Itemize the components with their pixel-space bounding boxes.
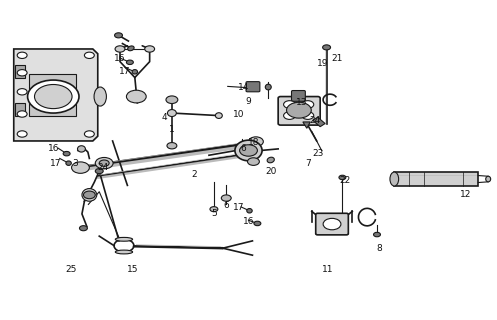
Polygon shape — [313, 117, 325, 127]
Circle shape — [17, 111, 27, 117]
Ellipse shape — [235, 140, 262, 161]
Ellipse shape — [267, 157, 274, 163]
Circle shape — [248, 158, 259, 165]
Circle shape — [83, 191, 95, 199]
Ellipse shape — [167, 109, 176, 116]
Circle shape — [126, 90, 146, 103]
Circle shape — [17, 69, 27, 76]
Circle shape — [27, 80, 79, 113]
Circle shape — [374, 232, 381, 237]
Circle shape — [95, 169, 103, 174]
Text: 3: 3 — [73, 159, 79, 168]
Ellipse shape — [82, 188, 97, 201]
Ellipse shape — [390, 172, 399, 186]
Circle shape — [84, 131, 94, 137]
FancyBboxPatch shape — [246, 82, 260, 92]
Circle shape — [339, 175, 346, 180]
Text: 10: 10 — [233, 109, 245, 118]
Ellipse shape — [94, 87, 106, 106]
Ellipse shape — [265, 84, 271, 90]
FancyBboxPatch shape — [292, 91, 305, 101]
Bar — [15, 65, 25, 77]
FancyBboxPatch shape — [316, 213, 348, 235]
Polygon shape — [14, 49, 98, 141]
Circle shape — [95, 157, 113, 169]
Text: 19: 19 — [317, 59, 329, 68]
Bar — [15, 103, 25, 116]
Circle shape — [302, 101, 314, 108]
FancyBboxPatch shape — [278, 97, 320, 125]
Circle shape — [17, 52, 27, 59]
Ellipse shape — [215, 113, 222, 118]
Text: 6: 6 — [223, 202, 229, 211]
Ellipse shape — [115, 237, 133, 241]
Circle shape — [287, 102, 311, 118]
Circle shape — [72, 162, 89, 173]
Bar — [28, 74, 76, 116]
Text: 13: 13 — [296, 99, 308, 108]
Circle shape — [240, 145, 257, 156]
Text: 24: 24 — [97, 164, 108, 172]
Text: 16: 16 — [243, 217, 254, 226]
Text: 14: 14 — [238, 83, 249, 92]
Ellipse shape — [486, 176, 491, 182]
Circle shape — [17, 131, 27, 137]
Text: 20: 20 — [265, 167, 276, 176]
Text: 16: 16 — [114, 54, 126, 63]
Polygon shape — [303, 122, 310, 128]
Circle shape — [80, 226, 87, 231]
Circle shape — [323, 218, 341, 230]
Circle shape — [254, 221, 261, 226]
Text: 4: 4 — [162, 113, 167, 122]
Text: 2: 2 — [191, 170, 197, 179]
Circle shape — [167, 142, 177, 149]
Text: 24: 24 — [310, 116, 321, 125]
Bar — [394, 172, 478, 186]
Text: 23: 23 — [312, 149, 324, 158]
Circle shape — [210, 207, 218, 212]
Circle shape — [221, 195, 231, 201]
Text: 5: 5 — [211, 209, 217, 219]
Text: 9: 9 — [246, 97, 251, 106]
Ellipse shape — [132, 69, 138, 74]
Text: 22: 22 — [339, 176, 350, 185]
Circle shape — [323, 45, 331, 50]
Text: 17: 17 — [233, 203, 245, 212]
Text: 1: 1 — [169, 125, 175, 134]
Text: 17: 17 — [50, 159, 62, 168]
Text: 15: 15 — [127, 265, 138, 274]
Circle shape — [99, 160, 109, 166]
Circle shape — [284, 101, 295, 108]
Circle shape — [63, 151, 70, 156]
Circle shape — [302, 112, 314, 119]
Circle shape — [166, 96, 178, 104]
Text: 8: 8 — [377, 244, 382, 253]
Circle shape — [126, 60, 133, 65]
Circle shape — [34, 84, 72, 108]
Text: 12: 12 — [460, 190, 472, 199]
Text: 7: 7 — [305, 159, 311, 168]
Text: 21: 21 — [332, 54, 343, 63]
Circle shape — [84, 52, 94, 59]
Ellipse shape — [66, 161, 72, 165]
Text: 17: 17 — [119, 67, 131, 76]
Ellipse shape — [78, 146, 85, 152]
Text: 6: 6 — [241, 144, 247, 153]
Circle shape — [237, 144, 247, 150]
Circle shape — [284, 112, 295, 119]
Ellipse shape — [247, 209, 252, 213]
Text: 25: 25 — [65, 265, 76, 274]
Circle shape — [115, 33, 122, 38]
Ellipse shape — [115, 250, 133, 254]
Text: 16: 16 — [48, 144, 59, 153]
Circle shape — [115, 46, 125, 52]
Circle shape — [248, 137, 263, 146]
Circle shape — [145, 46, 155, 52]
Circle shape — [17, 89, 27, 95]
Ellipse shape — [128, 46, 134, 51]
Text: 11: 11 — [322, 265, 333, 274]
Text: 18: 18 — [248, 138, 259, 147]
